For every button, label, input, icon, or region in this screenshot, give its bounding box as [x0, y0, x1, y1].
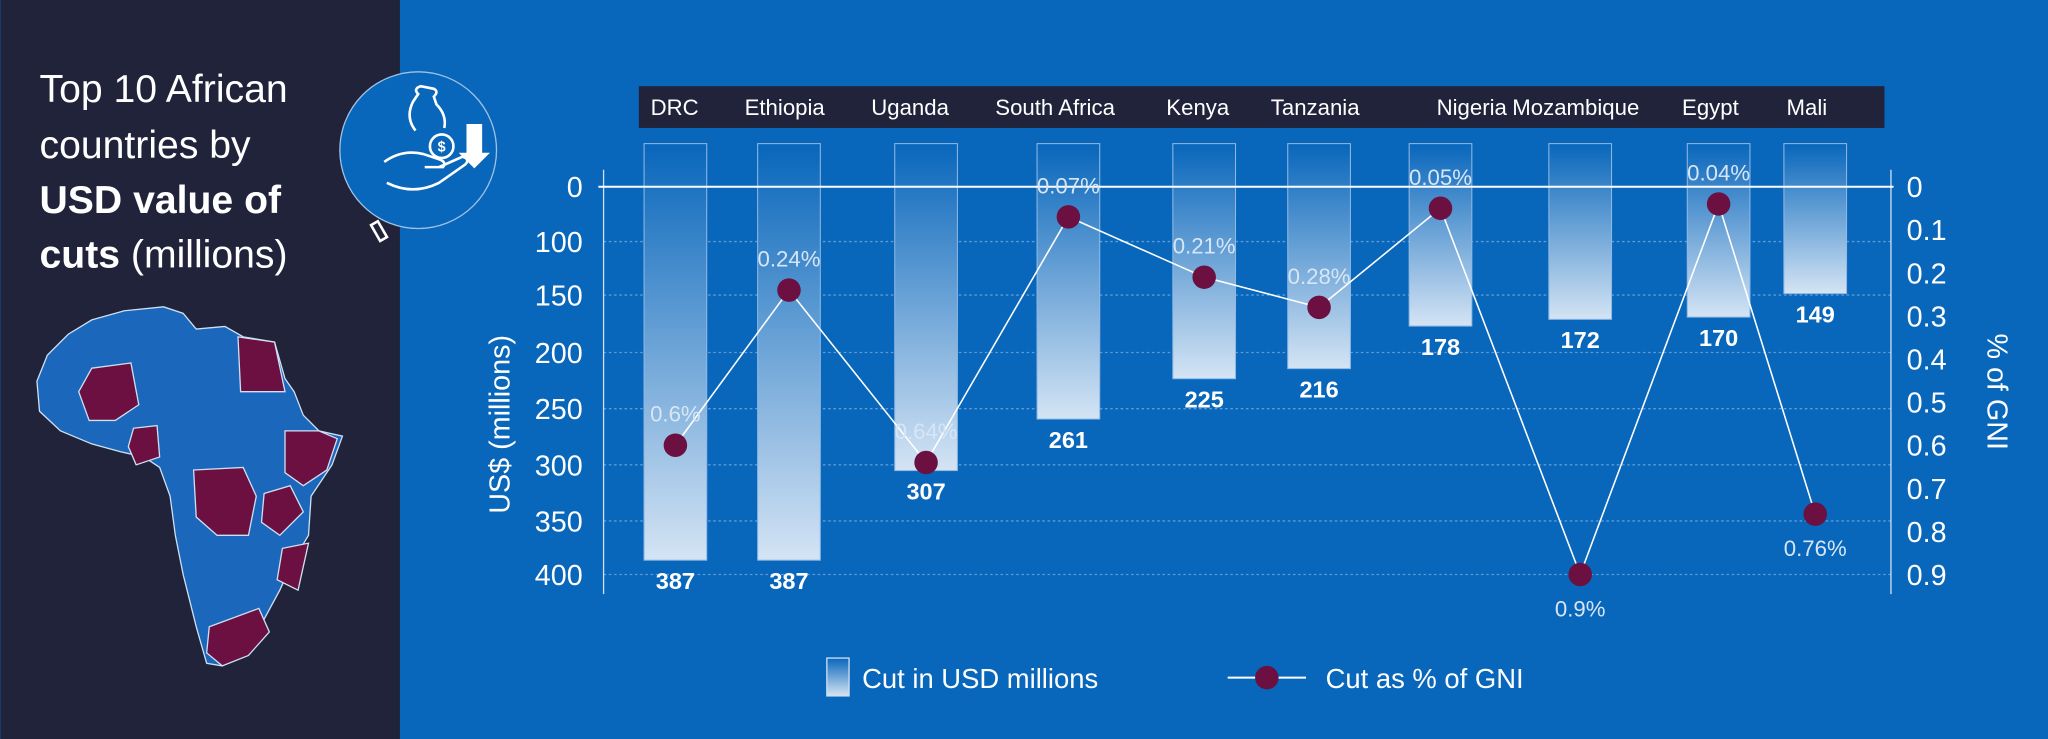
bar-value-label: 178: [1421, 334, 1460, 360]
category-label: South Africa: [995, 95, 1115, 120]
gni-dot: [914, 450, 938, 475]
category-label: Egypt: [1682, 95, 1739, 120]
bar: [1036, 143, 1101, 420]
y-right-tick-label: 0.9: [1907, 560, 1947, 592]
gni-dot: [1192, 265, 1216, 289]
y-right-tick-label: 0.8: [1907, 517, 1947, 549]
category-label: Kenya: [1166, 95, 1230, 120]
bar: [1783, 143, 1848, 295]
y-tick-label: 400: [535, 560, 583, 592]
hand-money-bag-down-arrow-icon: $: [339, 71, 498, 243]
bar-value-label: 172: [1561, 327, 1600, 353]
gni-value-label: 0.21%: [1173, 234, 1236, 259]
gni-value-label: 0.64%: [895, 419, 958, 444]
y-tick-label: 100: [535, 227, 583, 259]
y-right-tick-label: 0.4: [1907, 345, 1947, 377]
legend-line-label: Cut as % of GNI: [1326, 663, 1524, 694]
gni-value-label: 0.28%: [1288, 264, 1351, 289]
category-header-bar: [638, 86, 1885, 128]
africa-map: [36, 306, 344, 667]
category-label: Uganda: [871, 95, 949, 120]
bar-value-label: 225: [1185, 386, 1224, 412]
legend-dot-swatch: [1255, 665, 1279, 690]
bar: [1172, 143, 1237, 380]
legend-bar-label: Cut in USD millions: [862, 663, 1098, 694]
y-right-tick-label: 0.5: [1907, 388, 1947, 420]
y-right-tick-label: 0.7: [1907, 474, 1947, 506]
bar-value-label: 387: [656, 568, 695, 594]
gni-dot: [1706, 192, 1731, 216]
gni-value-label: 0.24%: [758, 247, 821, 272]
bar: [894, 143, 958, 472]
y-tick-label: 200: [535, 338, 583, 370]
legend-bar-swatch: [826, 657, 850, 697]
bar-value-label: 307: [906, 478, 945, 504]
gni-value-label: 0.07%: [1037, 173, 1100, 198]
y-tick-label: 250: [535, 394, 583, 426]
y-right-tick-label: 0: [1907, 172, 1923, 204]
category-label: Mali: [1787, 95, 1828, 120]
category-label: Mozambique: [1512, 95, 1639, 120]
bar: [757, 143, 821, 561]
bar: [1686, 143, 1751, 318]
gni-value-label: 0.04%: [1687, 160, 1750, 185]
category-label: Ethiopia: [745, 95, 826, 120]
gni-line: [674, 201, 1816, 577]
y-tick-label: 350: [535, 506, 583, 538]
gni-dot: [1568, 562, 1592, 587]
gni-value-label: 0.6%: [650, 402, 701, 427]
bar: [1408, 143, 1473, 327]
y-tick-label: 0: [567, 172, 583, 204]
gni-dot: [663, 433, 688, 457]
bar: [643, 143, 708, 561]
y-right-tick-label: 0.3: [1907, 301, 1947, 333]
category-label: DRC: [651, 95, 699, 120]
y-right-tick-label: 0.1: [1907, 215, 1947, 247]
title: Top 10 African countries by USD value of…: [40, 68, 299, 277]
gni-dot: [1056, 205, 1081, 229]
gni-dot: [1307, 295, 1331, 320]
bar-value-label: 387: [769, 568, 808, 594]
bar-value-label: 149: [1796, 301, 1835, 327]
category-label: Nigeria: [1437, 95, 1508, 120]
svg-text:$: $: [438, 139, 446, 155]
y-axis-label: US$ (millions): [485, 335, 517, 514]
y-right-tick-label: 0.6: [1907, 431, 1947, 463]
category-label: Tanzania: [1271, 95, 1360, 120]
bar-value-label: 216: [1299, 376, 1338, 402]
y-axis-right-label: % of GNI: [1981, 333, 2013, 450]
bar-value-label: 261: [1049, 427, 1088, 453]
gni-dot: [1803, 502, 1827, 526]
gni-value-label: 0.05%: [1409, 165, 1472, 190]
y-right-tick-label: 0.2: [1907, 258, 1947, 290]
y-tick-label: 150: [535, 281, 583, 313]
gni-value-label: 0.76%: [1784, 536, 1847, 561]
bar-value-label: 170: [1699, 325, 1738, 351]
legend: Cut in USD millions Cut as % of GNI: [826, 657, 1524, 697]
y-tick-label: 300: [535, 450, 583, 482]
gni-value-label: 0.9%: [1555, 596, 1606, 621]
gni-dot: [777, 278, 801, 302]
bar: [1287, 143, 1351, 370]
gni-dot: [1428, 196, 1453, 221]
bar: [1548, 143, 1613, 320]
